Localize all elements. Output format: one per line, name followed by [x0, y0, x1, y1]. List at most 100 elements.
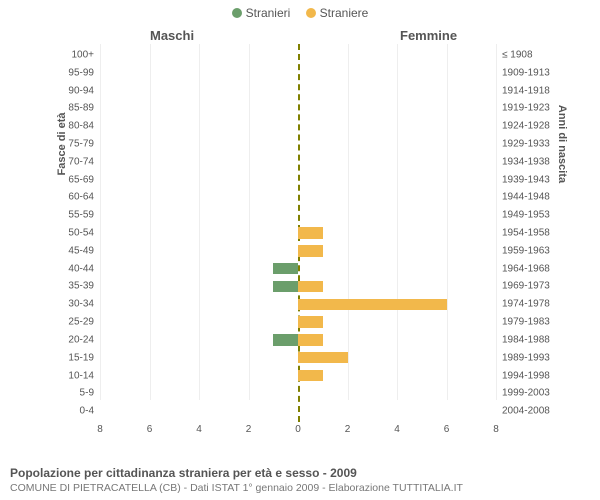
bar-female — [298, 316, 323, 327]
birth-year-label: 1999-2003 — [502, 388, 550, 399]
pyramid-row: 90-941914-1918 — [100, 82, 496, 100]
x-tick: 4 — [394, 424, 400, 435]
x-tick: 6 — [147, 424, 153, 435]
birth-year-label: 1914-1918 — [502, 85, 550, 96]
legend: Stranieri Straniere — [0, 0, 600, 21]
age-label: 55-59 — [68, 210, 94, 221]
birth-year-label: 1909-1913 — [502, 67, 550, 78]
pyramid-row: 30-341974-1978 — [100, 295, 496, 313]
chart-area: Fasce di età Anni di nascita 100+≤ 19089… — [60, 44, 560, 444]
x-tick: 2 — [246, 424, 252, 435]
legend-label-female: Straniere — [320, 6, 369, 20]
plot-area: 100+≤ 190895-991909-191390-941914-191885… — [100, 44, 496, 422]
pyramid-row: 70-741934-1938 — [100, 153, 496, 171]
legend-item-male: Stranieri — [232, 6, 291, 20]
pyramid-row: 95-991909-1913 — [100, 64, 496, 82]
birth-year-label: 1929-1933 — [502, 138, 550, 149]
pyramid-row: 100+≤ 1908 — [100, 46, 496, 64]
x-axis: 8 6 4 2 0 2 4 6 8 — [100, 424, 496, 444]
birth-year-label: 1924-1928 — [502, 121, 550, 132]
age-label: 20-24 — [68, 334, 94, 345]
bar-female — [298, 281, 323, 292]
x-tick: 4 — [196, 424, 202, 435]
pyramid-row: 40-441964-1968 — [100, 260, 496, 278]
pyramid-row: 55-591949-1953 — [100, 206, 496, 224]
birth-year-label: 1964-1968 — [502, 263, 550, 274]
bar-female — [298, 370, 323, 381]
panel-title-male: Maschi — [150, 28, 194, 43]
age-label: 50-54 — [68, 228, 94, 239]
pyramid-row: 20-241984-1988 — [100, 331, 496, 349]
bar-female — [298, 227, 323, 238]
pyramid-row: 85-891919-1923 — [100, 99, 496, 117]
pyramid-row: 65-691939-1943 — [100, 171, 496, 189]
x-tick: 8 — [493, 424, 499, 435]
birth-year-label: 1979-1983 — [502, 317, 550, 328]
birth-year-label: 1949-1953 — [502, 210, 550, 221]
birth-year-label: 1974-1978 — [502, 299, 550, 310]
pyramid-row: 5-91999-2003 — [100, 384, 496, 402]
age-label: 60-64 — [68, 192, 94, 203]
x-tick: 2 — [345, 424, 351, 435]
x-tick: 0 — [295, 424, 301, 435]
age-label: 5-9 — [80, 388, 94, 399]
x-tick: 8 — [97, 424, 103, 435]
birth-year-label: 1969-1973 — [502, 281, 550, 292]
birth-year-label: ≤ 1908 — [502, 49, 533, 60]
bar-male — [273, 334, 298, 345]
age-label: 70-74 — [68, 156, 94, 167]
birth-year-label: 1934-1938 — [502, 156, 550, 167]
pyramid-row: 75-791929-1933 — [100, 135, 496, 153]
legend-label-male: Stranieri — [246, 6, 291, 20]
pyramid-row: 50-541954-1958 — [100, 224, 496, 242]
bar-male — [273, 263, 298, 274]
age-label: 90-94 — [68, 85, 94, 96]
birth-year-label: 1984-1988 — [502, 334, 550, 345]
age-label: 30-34 — [68, 299, 94, 310]
footer: Popolazione per cittadinanza straniera p… — [10, 466, 590, 494]
bar-male — [273, 281, 298, 292]
footer-subtitle: COMUNE DI PIETRACATELLA (CB) - Dati ISTA… — [10, 482, 590, 494]
age-label: 65-69 — [68, 174, 94, 185]
age-label: 95-99 — [68, 67, 94, 78]
age-label: 35-39 — [68, 281, 94, 292]
pyramid-row: 25-291979-1983 — [100, 313, 496, 331]
age-label: 80-84 — [68, 121, 94, 132]
age-label: 100+ — [71, 49, 94, 60]
birth-year-label: 2004-2008 — [502, 406, 550, 417]
bar-female — [298, 334, 323, 345]
birth-year-label: 1994-1998 — [502, 370, 550, 381]
age-label: 85-89 — [68, 103, 94, 114]
bar-female — [298, 352, 348, 363]
age-label: 0-4 — [80, 406, 94, 417]
age-label: 10-14 — [68, 370, 94, 381]
birth-year-label: 1989-1993 — [502, 352, 550, 363]
pyramid-row: 80-841924-1928 — [100, 117, 496, 135]
bar-female — [298, 299, 447, 310]
legend-swatch-female — [306, 8, 316, 18]
pyramid-row: 15-191989-1993 — [100, 349, 496, 367]
legend-swatch-male — [232, 8, 242, 18]
pyramid-row: 0-42004-2008 — [100, 402, 496, 420]
figure: Stranieri Straniere Maschi Femmine Fasce… — [0, 0, 600, 500]
panel-title-female: Femmine — [400, 28, 457, 43]
age-label: 75-79 — [68, 138, 94, 149]
birth-year-label: 1944-1948 — [502, 192, 550, 203]
age-label: 15-19 — [68, 352, 94, 363]
y-axis-label-left: Fasce di età — [56, 44, 68, 244]
birth-year-label: 1919-1923 — [502, 103, 550, 114]
pyramid-row: 35-391969-1973 — [100, 278, 496, 296]
birth-year-label: 1959-1963 — [502, 245, 550, 256]
age-label: 25-29 — [68, 317, 94, 328]
birth-year-label: 1954-1958 — [502, 228, 550, 239]
age-label: 40-44 — [68, 263, 94, 274]
legend-item-female: Straniere — [306, 6, 369, 20]
birth-year-label: 1939-1943 — [502, 174, 550, 185]
y-axis-label-right: Anni di nascita — [556, 44, 568, 244]
x-gridline — [496, 44, 497, 400]
bar-female — [298, 245, 323, 256]
pyramid-rows: 100+≤ 190895-991909-191390-941914-191885… — [100, 46, 496, 420]
x-tick: 6 — [444, 424, 450, 435]
age-label: 45-49 — [68, 245, 94, 256]
footer-title: Popolazione per cittadinanza straniera p… — [10, 466, 590, 480]
